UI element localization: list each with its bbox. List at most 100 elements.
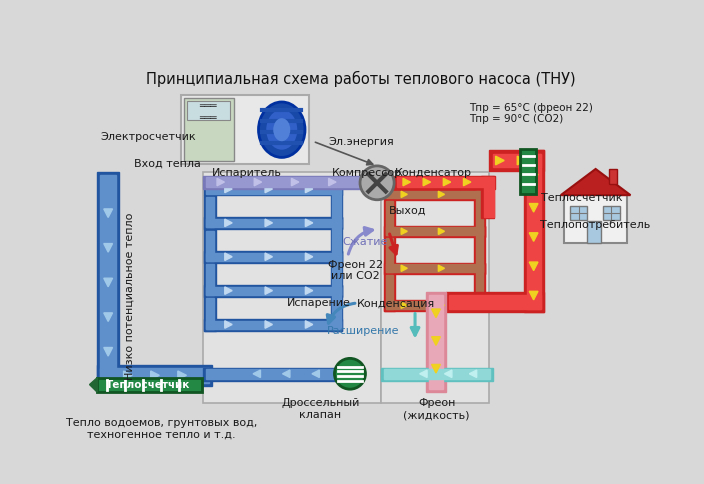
Bar [570, 206, 587, 220]
Ellipse shape [266, 110, 297, 150]
Bar [101, 175, 116, 385]
Polygon shape [178, 371, 187, 379]
Text: Теплопотребитель: Теплопотребитель [540, 220, 650, 230]
Polygon shape [432, 337, 441, 345]
Bar [484, 178, 494, 217]
Polygon shape [265, 219, 272, 227]
Bar [386, 191, 483, 198]
Text: Расширение: Расширение [327, 326, 399, 336]
Text: Низко потенциальное тепло: Низко потенциальное тепло [124, 213, 134, 380]
Bar [332, 287, 341, 329]
Text: Принципиальная схема работы теплового насоса (ТНУ): Принципиальная схема работы теплового на… [146, 70, 576, 87]
Polygon shape [265, 185, 272, 193]
Polygon shape [291, 178, 298, 186]
Bar [386, 275, 394, 309]
Polygon shape [253, 370, 260, 378]
Polygon shape [151, 371, 159, 379]
Text: Фреон
(жидкость): Фреон (жидкость) [403, 398, 470, 420]
Text: Тепло водоемов, грунтовых вод,
техногенное тепло и т.д.: Тепло водоемов, грунтовых вод, техногенн… [66, 419, 258, 440]
Polygon shape [103, 313, 113, 321]
Bar [481, 176, 494, 218]
Polygon shape [306, 253, 313, 260]
Bar [331, 183, 342, 229]
Ellipse shape [273, 118, 290, 141]
Bar [204, 195, 216, 229]
Bar [527, 153, 541, 309]
Bar [203, 176, 377, 189]
Polygon shape [225, 321, 232, 328]
Bar [429, 295, 443, 389]
Bar [381, 368, 494, 381]
Bar [332, 219, 341, 261]
Text: ═══
═══: ═══ ═══ [199, 101, 217, 123]
Bar [206, 197, 214, 227]
Polygon shape [225, 219, 232, 227]
Polygon shape [265, 321, 272, 328]
Bar [384, 273, 395, 311]
Polygon shape [103, 209, 113, 217]
Bar [384, 263, 485, 273]
Polygon shape [529, 262, 538, 271]
Polygon shape [265, 287, 272, 294]
Text: Дроссельный
клапан: Дроссельный клапан [282, 398, 360, 420]
Polygon shape [89, 378, 97, 392]
Text: Компрессор: Компрессор [332, 168, 402, 178]
Bar [386, 227, 483, 235]
Bar [332, 185, 341, 227]
Bar [204, 263, 216, 297]
Bar [331, 217, 342, 263]
Bar [206, 230, 214, 261]
Bar [184, 98, 234, 161]
Bar [384, 300, 485, 311]
Bar [332, 253, 341, 295]
Polygon shape [401, 228, 408, 234]
Bar [206, 264, 214, 295]
Bar [386, 264, 483, 272]
Bar [204, 297, 216, 331]
Bar [203, 368, 339, 381]
Text: Сжатие: Сжатие [343, 237, 388, 247]
Text: Тпр = 65°C (фреон 22): Тпр = 65°C (фреон 22) [470, 103, 593, 113]
Polygon shape [529, 233, 538, 242]
Text: Тпр = 90°C (CO2): Тпр = 90°C (CO2) [470, 114, 563, 123]
Polygon shape [470, 370, 477, 378]
Polygon shape [432, 309, 441, 318]
Text: Электросчетчик: Электросчетчик [101, 132, 196, 142]
Bar [475, 191, 483, 235]
Bar [397, 178, 492, 187]
Bar [384, 189, 485, 200]
Text: Конденсатор: Конденсатор [394, 168, 472, 178]
Polygon shape [420, 370, 427, 378]
Polygon shape [103, 278, 113, 287]
Polygon shape [254, 178, 262, 186]
Polygon shape [444, 370, 452, 378]
Bar [564, 195, 627, 243]
Bar [394, 176, 495, 189]
Polygon shape [529, 203, 538, 212]
Bar [449, 295, 541, 309]
Bar [204, 217, 342, 229]
Polygon shape [306, 287, 313, 294]
Polygon shape [401, 191, 408, 197]
Bar [609, 169, 617, 184]
Polygon shape [312, 370, 320, 378]
Bar [204, 183, 342, 195]
Bar [204, 319, 342, 331]
Bar [386, 238, 394, 272]
Polygon shape [103, 348, 113, 356]
Bar [474, 189, 485, 237]
Polygon shape [403, 178, 410, 186]
Circle shape [360, 166, 394, 200]
Polygon shape [225, 287, 232, 294]
Bar [384, 226, 485, 237]
Bar [520, 149, 536, 194]
Polygon shape [306, 321, 313, 328]
Polygon shape [124, 371, 132, 379]
Bar [446, 292, 543, 312]
Bar [181, 95, 309, 165]
Bar [206, 253, 341, 261]
Bar [386, 302, 483, 309]
Bar [384, 237, 395, 273]
Text: Теплосчетчик: Теплосчетчик [541, 193, 623, 203]
Bar [206, 219, 341, 227]
